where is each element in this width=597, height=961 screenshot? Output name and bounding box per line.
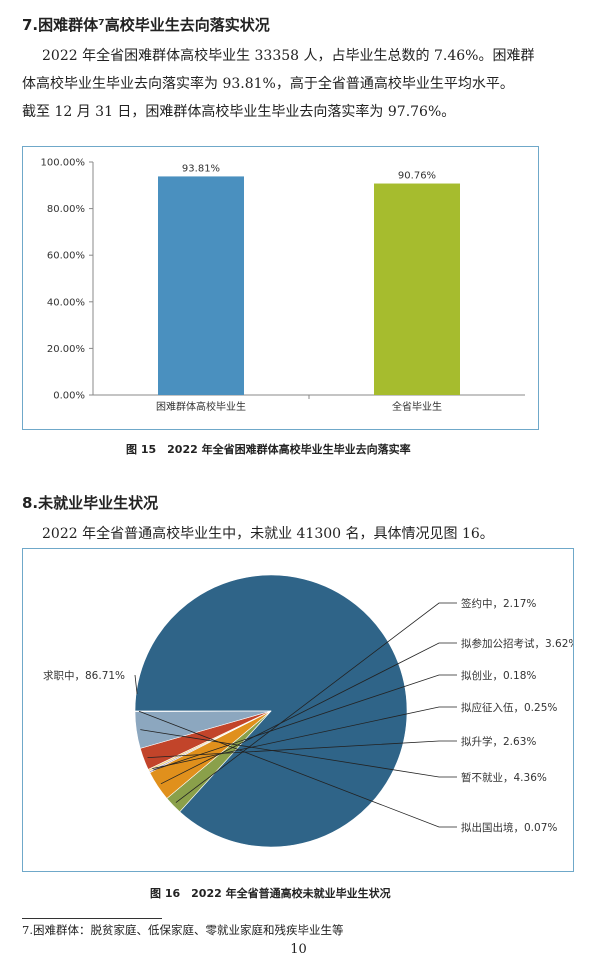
pie-label-2: 签约中，2.17% bbox=[461, 597, 536, 610]
bar-1 bbox=[158, 176, 244, 395]
pie-label-6: 拟升学，2.63% bbox=[461, 735, 536, 748]
pie-leader-7 bbox=[140, 729, 457, 778]
x-tick-label: 全省毕业生 bbox=[392, 400, 442, 413]
para-line: 体高校毕业生毕业去向落实率为 93.81%，高于全省普通高校毕业生平均水平。 bbox=[22, 76, 514, 92]
footnote: 7.困难群体：脱贫家庭、低保家庭、零就业家庭和残疾毕业生等 bbox=[22, 923, 344, 937]
pie-label-1: 求职中，86.71% bbox=[43, 669, 125, 682]
bar-chart-frame: 0.00% 20.00% 40.00% 60.00% 80.00% 100.00% 93.8… bbox=[22, 146, 539, 430]
pie-label-4: 拟创业，0.18% bbox=[461, 669, 536, 682]
para-line: 截至 12 月 31 日，困难群体高校毕业生毕业去向落实率为 97.76%。 bbox=[22, 104, 456, 120]
bar-data-label: 90.76% bbox=[398, 171, 436, 182]
y-tick-label: 80.00% bbox=[47, 204, 85, 215]
bar-2 bbox=[374, 183, 460, 395]
pie-leader-5 bbox=[152, 706, 457, 769]
section-8-paragraph: 2022 年全省普通高校毕业生中，未就业 41300 名，具体情况见图 16。 bbox=[42, 526, 494, 542]
pie-leader-1 bbox=[134, 674, 138, 694]
pie-label-8: 拟出国出境，0.07% bbox=[461, 821, 557, 834]
pie-chart: 求职中，86.71% 签约中，2.17% 拟参加公招考试，3.62% 拟创业，0.18… bbox=[43, 574, 578, 848]
y-tick-label: 100.00% bbox=[41, 158, 86, 169]
pie-label-3: 拟参加公招考试，3.62% bbox=[461, 637, 573, 650]
figure-16-caption: 图 16 2022 年全省普通高校未就业毕业生状况 bbox=[150, 887, 391, 900]
figure-15-caption: 图 15 2022 年全省困难群体高校毕业生毕业去向落实率 bbox=[126, 443, 411, 456]
pie-label-5: 拟应征入伍，0.25% bbox=[461, 701, 557, 714]
pie-leader-2 bbox=[175, 602, 457, 803]
footnote-divider bbox=[22, 918, 162, 919]
section-heading-7: 7.困难群体⁷高校毕业生去向落实状况 bbox=[22, 16, 270, 34]
x-tick-label: 困难群体高校毕业生 bbox=[156, 400, 246, 413]
y-tick-label: 60.00% bbox=[47, 251, 85, 262]
pie-leader-8 bbox=[138, 710, 457, 828]
section-7-paragraph: 2022 年全省困难群体高校毕业生 33358 人，占毕业生总数的 7.46%。… bbox=[22, 42, 582, 126]
page-number: 10 bbox=[290, 942, 307, 957]
pie-slice-8 bbox=[134, 710, 272, 712]
pie-chart-frame: 求职中，86.71% 签约中，2.17% 拟参加公招考试，3.62% 拟创业，0.18… bbox=[22, 548, 578, 872]
para-line: 2022 年全省困难群体高校毕业生 33358 人，占毕业生总数的 7.46%。… bbox=[42, 48, 535, 64]
y-tick-label: 0.00% bbox=[53, 391, 85, 402]
pie-leader-4 bbox=[152, 674, 457, 771]
bar-chart: 0.00% 20.00% 40.00% 60.00% 80.00% 100.00% 93.8… bbox=[41, 158, 525, 413]
pie-label-7: 暂不就业，4.36% bbox=[461, 771, 547, 784]
y-tick-label: 20.00% bbox=[47, 344, 85, 355]
section-heading-8: 8.未就业毕业生状况 bbox=[22, 494, 159, 512]
bar-data-label: 93.81% bbox=[182, 163, 220, 174]
y-tick-label: 40.00% bbox=[47, 297, 85, 308]
